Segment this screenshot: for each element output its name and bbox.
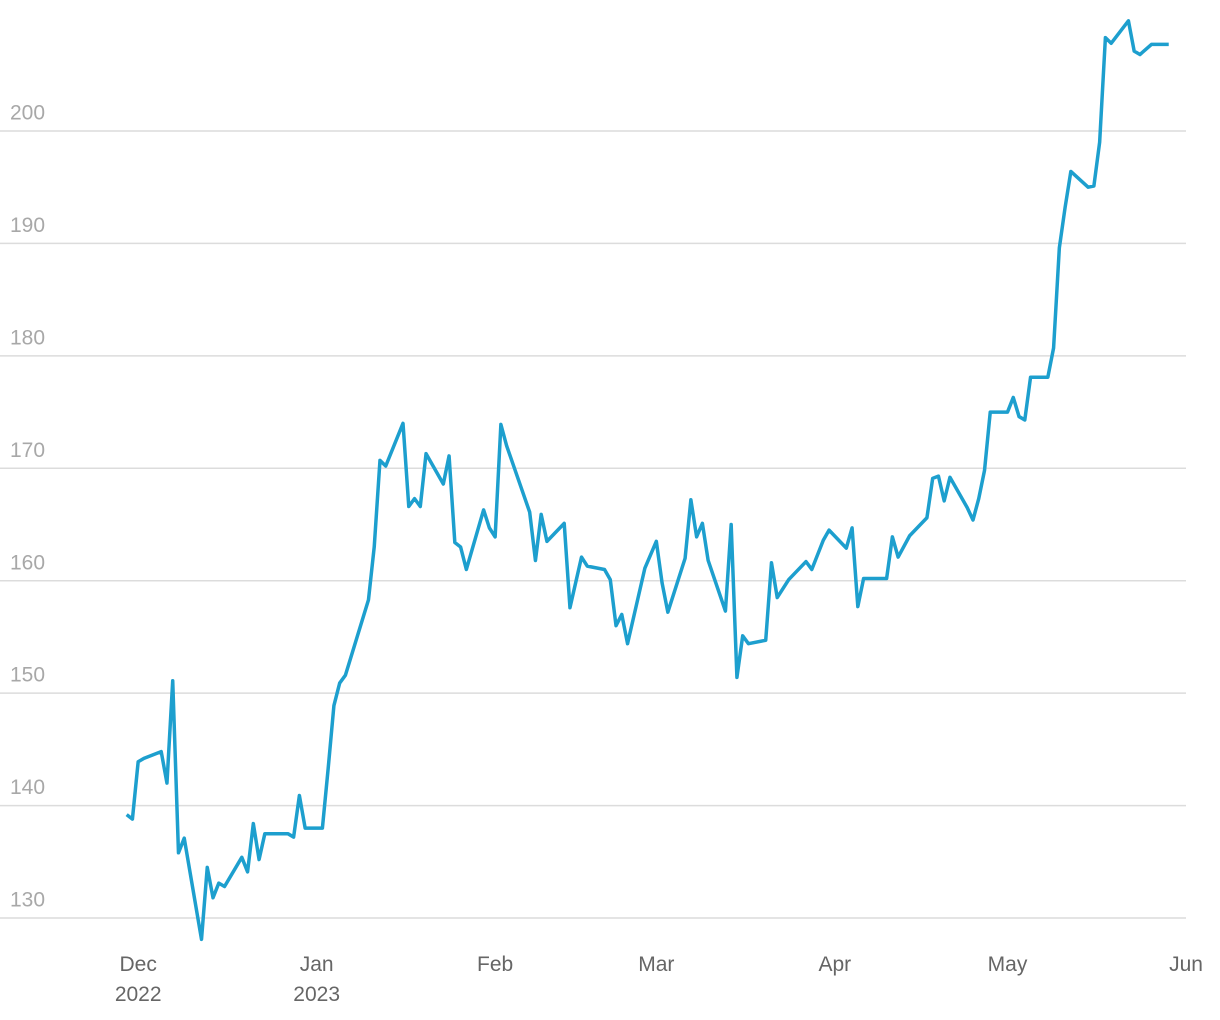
data-line xyxy=(125,19,1169,942)
x-tick-label: Jan 2023 xyxy=(293,953,340,1006)
x-tick-label: Mar xyxy=(638,953,675,976)
y-tick-label: 140 xyxy=(10,776,45,799)
y-tick-label: 200 xyxy=(10,102,45,125)
y-tick-label: 150 xyxy=(10,664,45,687)
x-tick-label: May xyxy=(987,953,1028,976)
y-tick-label: 160 xyxy=(10,551,45,574)
x-tick-label: Dec 2022 xyxy=(114,953,162,1006)
y-tick-label: 130 xyxy=(10,889,45,912)
x-tick-label: Feb xyxy=(477,953,514,976)
x-tick-label: Jun xyxy=(1169,953,1203,976)
y-tick-label: 190 xyxy=(10,214,45,237)
y-tick-label: 180 xyxy=(10,326,45,349)
x-tick-label: Apr xyxy=(818,953,852,976)
y-tick-label: 170 xyxy=(10,439,45,462)
